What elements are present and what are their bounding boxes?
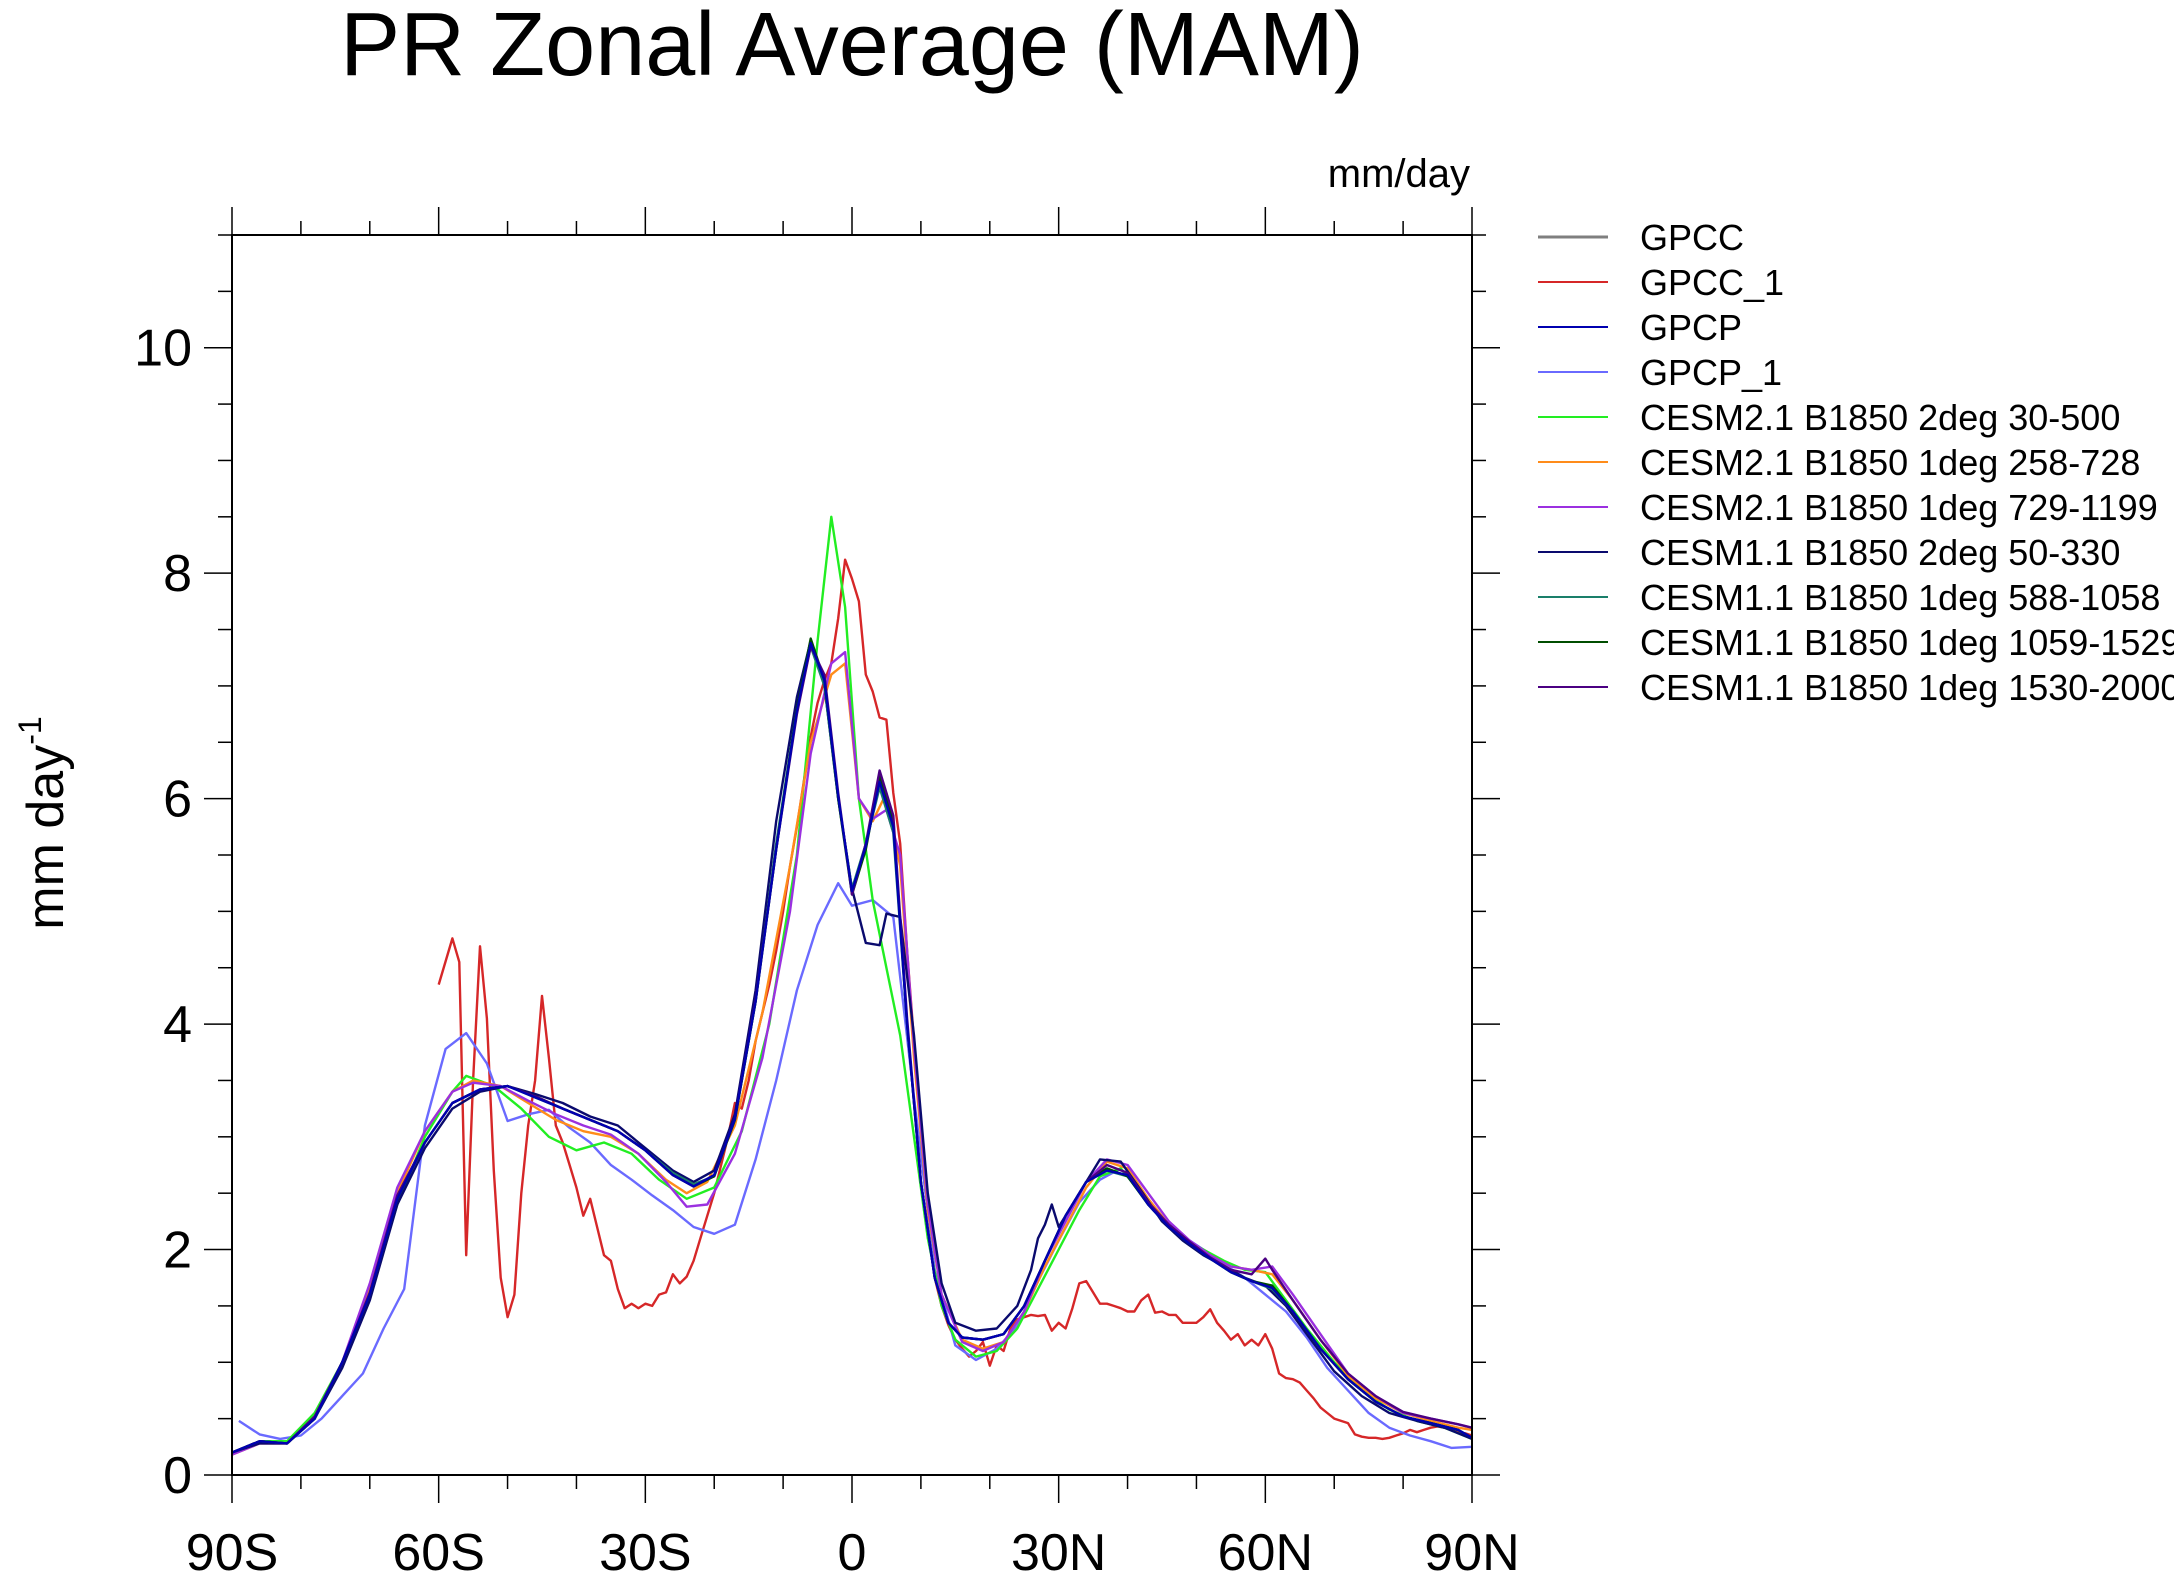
chart-title: PR Zonal Average (MAM)	[340, 0, 1364, 95]
series-line-cesm1-1-b1850-2deg-50-330	[232, 639, 1472, 1454]
y-tick-label: 2	[163, 1222, 192, 1280]
y-tick-label: 8	[163, 545, 192, 603]
plot-frame	[231, 234, 1473, 1476]
legend-label: CESM1.1 B1850 1deg 1530-2000	[1640, 667, 2174, 708]
legend-label: GPCP_1	[1640, 352, 1782, 393]
series-line-gpcp	[232, 641, 1472, 1454]
y-tick-label: 10	[134, 320, 192, 378]
legend-label: CESM1.1 B1850 1deg 588-1058	[1640, 577, 2160, 618]
y-axis-title-text: mm day	[17, 745, 75, 930]
legend-label: CESM1.1 B1850 2deg 50-330	[1640, 532, 2120, 573]
axis-ticks	[204, 207, 1500, 1503]
y-axis-title-superscript: -1	[12, 716, 48, 744]
legend-label: GPCC_1	[1640, 262, 1784, 303]
svg-text:mm day-1: mm day-1	[12, 716, 75, 929]
units-label: mm/day	[1328, 152, 1470, 196]
x-tick-labels: 90S 60S 30S 0 30N 60N 90N	[186, 1524, 1520, 1582]
y-tick-label: 0	[163, 1447, 192, 1505]
y-axis-title: mm day-1	[12, 716, 75, 929]
series-line-gpcp-1	[238, 882, 1472, 1450]
series-lines	[232, 515, 1472, 1456]
x-tick-label: 60N	[1218, 1524, 1313, 1582]
x-tick-label: 60S	[392, 1524, 485, 1582]
series-line-cesm1-1-b1850-1deg-588-1058	[232, 645, 1472, 1454]
series-line-cesm1-1-b1850-1deg-1530-2000	[232, 645, 1472, 1454]
x-tick-label: 90S	[186, 1524, 279, 1582]
x-tick-label: 0	[838, 1524, 867, 1582]
x-tick-label: 30S	[599, 1524, 692, 1582]
series-line-cesm2-1-b1850-1deg-729-1199	[232, 650, 1472, 1456]
series-line-gpcc-1	[437, 558, 1472, 1441]
legend-label: CESM2.1 B1850 2deg 30-500	[1640, 397, 2120, 438]
legend-label: CESM2.1 B1850 1deg 258-728	[1640, 442, 2140, 483]
y-tick-labels: 0 2 4 6 8 10	[134, 320, 192, 1505]
legend-label: GPCC	[1640, 217, 1744, 258]
legend-label: CESM1.1 B1850 1deg 1059-1529	[1640, 622, 2174, 663]
y-tick-label: 4	[163, 996, 192, 1054]
series-line-cesm2-1-b1850-1deg-258-728	[232, 662, 1472, 1456]
y-tick-label: 6	[163, 771, 192, 829]
legend-label: GPCP	[1640, 307, 1742, 348]
x-tick-label: 30N	[1011, 1524, 1106, 1582]
x-tick-label: 90N	[1424, 1524, 1519, 1582]
legend-label: CESM2.1 B1850 1deg 729-1199	[1640, 487, 2158, 528]
series-line-cesm1-1-b1850-1deg-1059-1529	[232, 637, 1472, 1454]
